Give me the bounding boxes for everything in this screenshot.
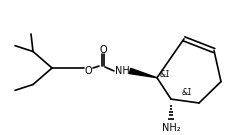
Text: NH: NH [114, 66, 129, 76]
Text: &1: &1 [159, 70, 170, 79]
Text: &1: &1 [181, 88, 192, 97]
Text: O: O [99, 45, 106, 55]
Text: NH₂: NH₂ [161, 123, 180, 133]
Text: O: O [84, 66, 92, 76]
Polygon shape [129, 68, 156, 78]
